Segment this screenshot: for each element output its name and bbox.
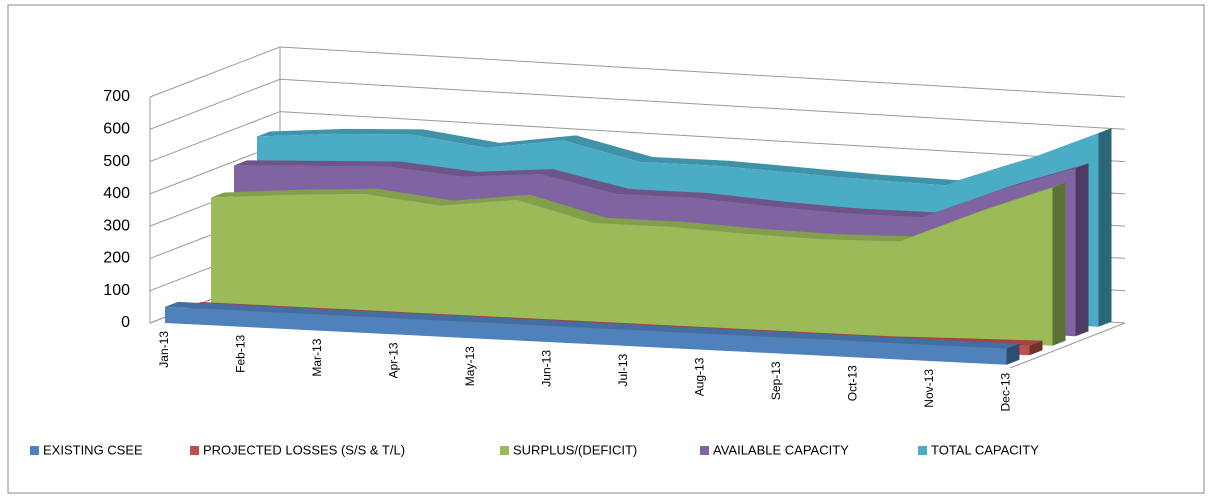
x-tick-label: May-13 (463, 346, 477, 386)
x-tick-label: Oct-13 (846, 365, 860, 401)
x-tick-label: Dec-13 (999, 372, 1013, 411)
x-tick-label: Feb-13 (234, 334, 248, 372)
x-tick-label: Sep-13 (769, 361, 783, 400)
area-side (1052, 182, 1066, 346)
y-tick-label: 600 (103, 121, 130, 138)
area-side (1075, 163, 1089, 337)
area (165, 306, 1007, 365)
y-tick-label: 0 (121, 314, 130, 331)
legend-label: EXISTING CSEE (43, 442, 143, 457)
legend-swatch (30, 446, 39, 455)
x-tick-label: Jun-13 (540, 350, 554, 387)
y-tick-label: 100 (103, 282, 130, 299)
y-tick-label: 400 (103, 185, 130, 202)
area-top (165, 301, 1020, 349)
x-tick-label: Jul-13 (616, 353, 630, 386)
y-tick-label: 700 (103, 88, 130, 105)
legend-swatch (500, 446, 509, 455)
x-tick-label: Jan-13 (157, 331, 171, 368)
legend-label: SURPLUS/(DEFICIT) (513, 442, 637, 457)
area-top (257, 128, 1112, 186)
area-top (234, 160, 1089, 218)
legend-swatch (700, 446, 709, 455)
legend-label: TOTAL CAPACITY (931, 442, 1039, 457)
y-tick-label: 500 (103, 153, 130, 170)
floor-edge (1009, 322, 1126, 369)
x-tick-label: Mar-13 (310, 338, 324, 376)
area-side (1006, 343, 1020, 365)
y-tick-label: 300 (103, 217, 130, 234)
x-tick-label: Aug-13 (693, 357, 707, 396)
area-side (1029, 340, 1043, 356)
legend-label: PROJECTED LOSSES (S/S & T/L) (203, 442, 405, 457)
legend-label: AVAILABLE CAPACITY (713, 442, 849, 457)
legend-swatch (918, 446, 927, 455)
y-tick-label: 200 (103, 250, 130, 267)
legend-swatch (190, 446, 199, 455)
x-tick-label: Apr-13 (387, 342, 401, 378)
area-side (1098, 128, 1112, 327)
area-top (211, 182, 1066, 242)
area (211, 187, 1053, 346)
x-tick-label: Nov-13 (922, 369, 936, 408)
